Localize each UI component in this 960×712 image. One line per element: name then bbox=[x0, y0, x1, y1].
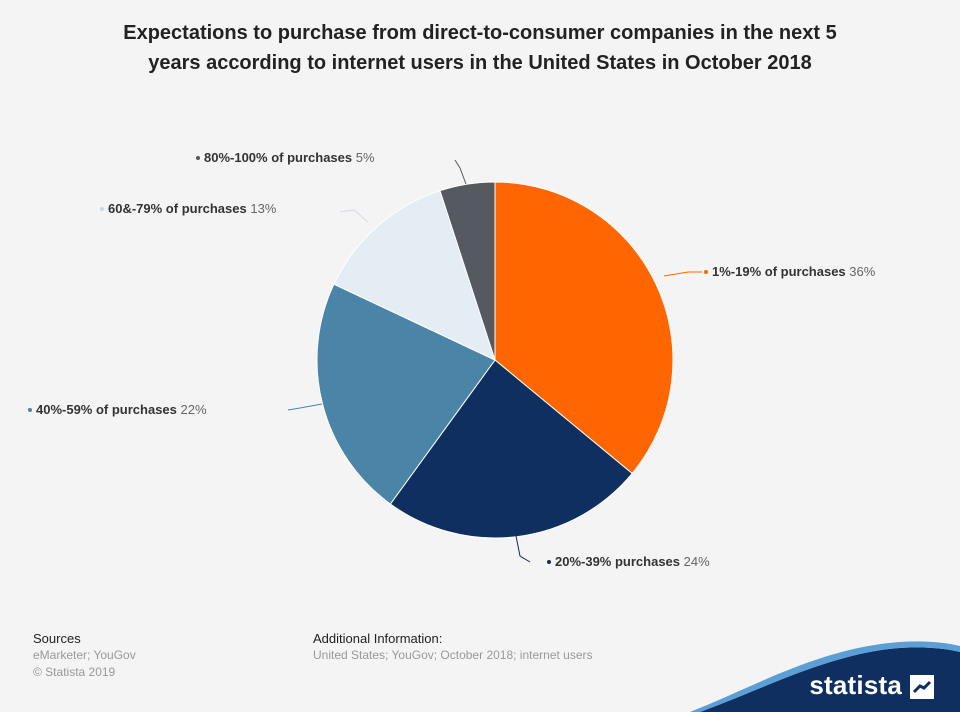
slice-label-3: 60&-79% of purchases 13% bbox=[108, 201, 277, 216]
slice-label-2: 40%-59% of purchases 22% bbox=[36, 402, 207, 417]
slice-label-name-0: 1%-19% of purchases bbox=[712, 264, 849, 279]
chart-title: Expectations to purchase from direct-to-… bbox=[0, 18, 960, 78]
leader-line-1 bbox=[515, 535, 531, 563]
sources-text[interactable]: eMarketer; YouGov bbox=[33, 648, 136, 662]
pie-slice-4[interactable] bbox=[439, 181, 496, 361]
pie-slice-1[interactable] bbox=[389, 359, 633, 539]
slice-label-value-2: 22% bbox=[181, 402, 207, 417]
additional-info-block: Additional Information: United States; Y… bbox=[313, 630, 593, 664]
leader-line-2 bbox=[287, 403, 323, 411]
slice-label-1: 20%-39% purchases 24% bbox=[555, 554, 710, 569]
statista-logo-icon[interactable] bbox=[910, 675, 934, 699]
label-bullet-2 bbox=[28, 408, 32, 412]
slice-label-4: 80%-100% of purchases 5% bbox=[204, 150, 375, 165]
chart-title-line-2: years according to internet users in the… bbox=[148, 52, 812, 74]
pie-slice-3[interactable] bbox=[333, 190, 496, 361]
label-bullet-1 bbox=[547, 560, 551, 564]
pie-slice-0[interactable] bbox=[494, 181, 674, 475]
slice-label-value-1: 24% bbox=[684, 554, 710, 569]
sources-block: Sources eMarketer; YouGov © Statista 201… bbox=[33, 630, 136, 681]
sources-heading: Sources bbox=[33, 631, 81, 646]
slice-label-name-1: 20%-39% purchases bbox=[555, 554, 684, 569]
label-bullet-3 bbox=[100, 207, 104, 211]
leader-line-0 bbox=[663, 271, 702, 277]
label-bullet-4 bbox=[196, 156, 200, 160]
leader-line-3 bbox=[339, 209, 369, 223]
slice-label-value-4: 5% bbox=[356, 150, 375, 165]
slice-label-name-2: 40%-59% of purchases bbox=[36, 402, 181, 417]
statista-logo-text[interactable]: statista bbox=[809, 670, 902, 700]
slice-label-value-0: 36% bbox=[849, 264, 875, 279]
slice-label-name-4: 80%-100% of purchases bbox=[204, 150, 356, 165]
copyright-text: © Statista 2019 bbox=[33, 665, 116, 679]
slice-label-0: 1%-19% of purchases 36% bbox=[712, 264, 876, 279]
slice-label-value-3: 13% bbox=[250, 201, 276, 216]
additional-info-text: United States; YouGov; October 2018; int… bbox=[313, 648, 593, 662]
slice-label-name-3: 60&-79% of purchases bbox=[108, 201, 250, 216]
chart-title-line-1: Expectations to purchase from direct-to-… bbox=[123, 22, 837, 44]
leader-line-4 bbox=[454, 159, 467, 185]
additional-info-heading: Additional Information: bbox=[313, 631, 443, 646]
label-bullet-0 bbox=[704, 270, 708, 274]
